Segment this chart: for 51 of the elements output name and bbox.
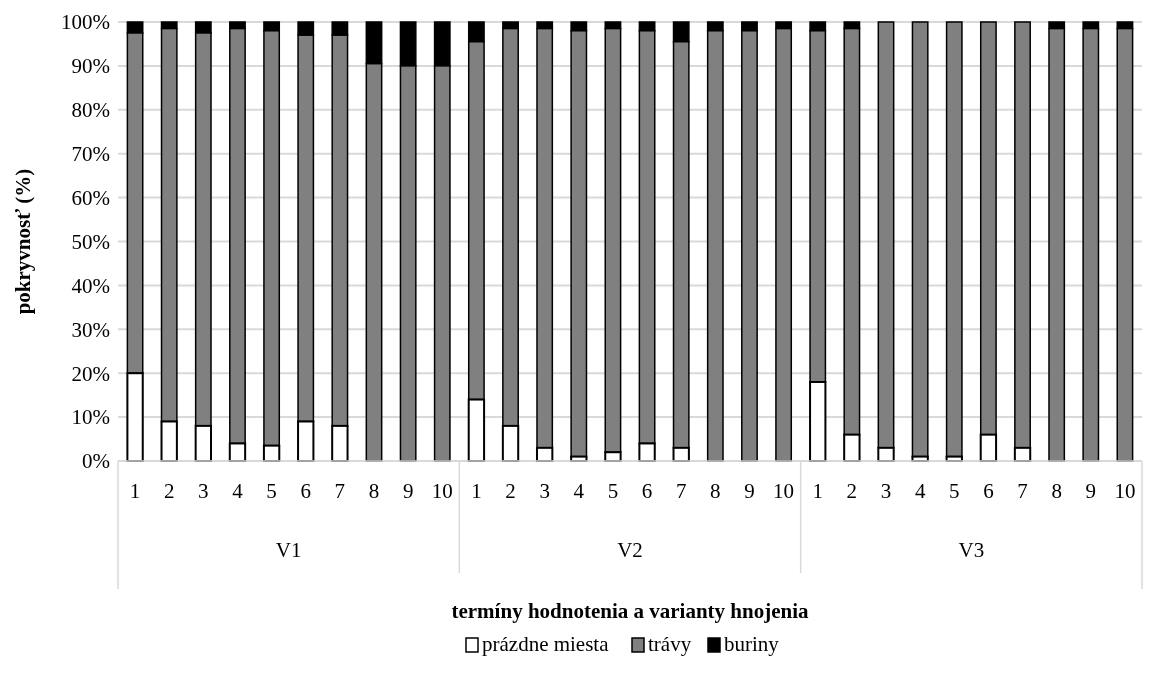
x-tick-label: 7: [334, 479, 346, 503]
y-tick-label: 60%: [71, 185, 110, 210]
y-tick-label: 0%: [82, 449, 110, 474]
x-tick-label: 2: [505, 479, 516, 503]
y-axis-title: pokryvnosť (%): [11, 168, 35, 315]
y-tick-label: 50%: [71, 229, 110, 254]
x-tick-label: 4: [232, 479, 244, 503]
x-tick-label: 5: [607, 479, 619, 503]
bar: [911, 21, 929, 458]
x-tick-label: 5: [949, 479, 960, 503]
x-tick-label: 6: [300, 479, 311, 503]
legend-label: trávy: [648, 632, 692, 656]
x-tick-label: 5: [266, 479, 277, 503]
x-tick-label: 9: [1085, 479, 1097, 503]
legend-label: prázdne miesta: [482, 632, 610, 656]
x-tick-label: 1: [812, 479, 823, 503]
x-tick-label: 6: [983, 479, 994, 503]
y-tick-label: 100%: [61, 10, 110, 35]
y-tick-label: 30%: [71, 317, 110, 342]
y-tick-label: 10%: [71, 405, 110, 430]
x-tick-label: 7: [675, 479, 687, 503]
x-tick-label: 3: [198, 479, 209, 503]
x-tick-label: 1: [471, 479, 482, 503]
y-tick-label: 90%: [71, 54, 110, 79]
x-tick-label: 8: [1051, 479, 1062, 503]
x-tick-label: 2: [846, 479, 858, 503]
x-tick-label: 10: [431, 479, 453, 503]
x-tick-label: 7: [1017, 479, 1028, 503]
y-tick-label: 80%: [71, 98, 110, 123]
bar: [945, 21, 963, 458]
x-tick-label: 9: [402, 479, 414, 503]
text: V3: [958, 538, 985, 562]
x-tick-label: 8: [368, 479, 380, 503]
text: V2: [617, 538, 643, 562]
legend-label: buriny: [724, 632, 780, 656]
x-tick-label: 3: [539, 479, 550, 503]
x-tick-label: 8: [710, 479, 721, 503]
text: V1: [275, 538, 302, 562]
x-tick-label: 3: [880, 479, 892, 503]
x-tick-label: 6: [641, 479, 653, 503]
x-axis-title: termíny hodnotenia a varianty hnojenia: [451, 599, 809, 623]
x-tick-label: 1: [129, 479, 141, 503]
x-tick-label: 10: [773, 479, 795, 503]
x-tick-label: 4: [914, 479, 926, 503]
x-tick-label: 9: [744, 479, 755, 503]
x-tick-label: 4: [573, 479, 585, 503]
y-tick-label: 20%: [71, 361, 110, 386]
x-tick-label: 10: [1114, 479, 1136, 503]
y-tick-label: 40%: [71, 273, 110, 298]
x-tick-label: 2: [163, 479, 175, 503]
y-tick-label: 70%: [71, 142, 110, 167]
